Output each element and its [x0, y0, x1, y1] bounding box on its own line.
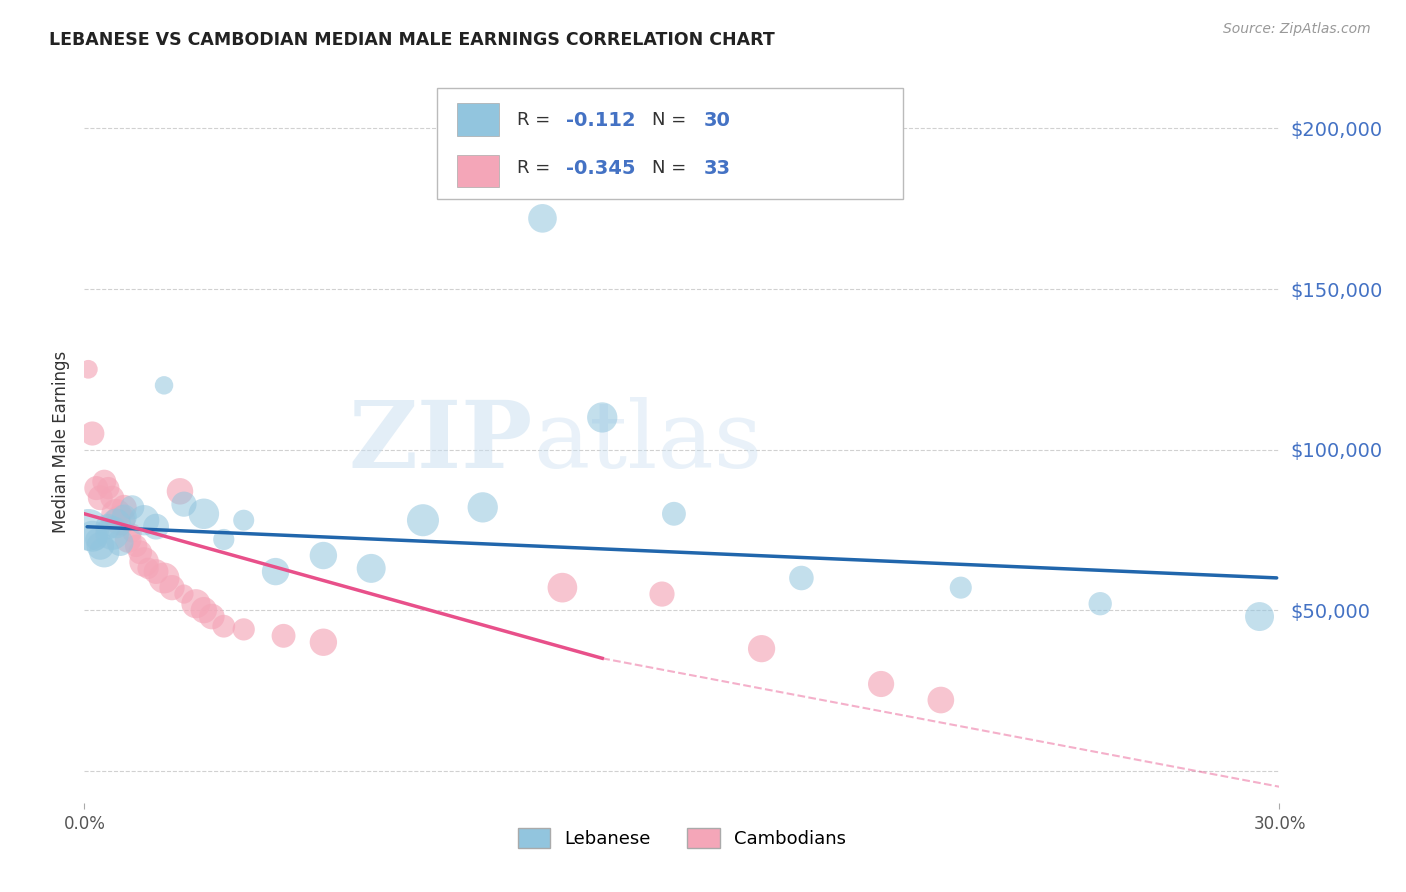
Point [105, 507, 128, 521]
Point [89, 491, 111, 505]
Point [121, 500, 143, 515]
Point [89, 539, 111, 553]
Point [145, 519, 167, 533]
Point [101, 491, 124, 505]
Point [112, 500, 135, 515]
FancyBboxPatch shape [457, 103, 499, 136]
Point [86, 481, 108, 495]
Point [471, 500, 494, 515]
Point [949, 581, 972, 595]
Point [412, 513, 434, 527]
FancyBboxPatch shape [457, 154, 499, 187]
Text: N =: N = [652, 111, 692, 129]
Text: 33: 33 [703, 159, 731, 178]
Point [651, 587, 673, 601]
Point [97, 519, 120, 533]
Y-axis label: Median Male Earnings: Median Male Earnings [52, 351, 70, 533]
Point [145, 565, 167, 579]
Point [1090, 597, 1112, 611]
Point [160, 581, 183, 595]
Point [153, 378, 176, 392]
Point [312, 549, 335, 563]
Point [212, 619, 235, 633]
Point [232, 513, 254, 527]
Point [662, 507, 685, 521]
Point [169, 484, 191, 499]
Point [201, 609, 224, 624]
Text: atlas: atlas [534, 397, 763, 486]
Point [125, 539, 148, 553]
Point [173, 587, 195, 601]
Text: R =: R = [517, 111, 555, 129]
Point [551, 581, 574, 595]
Point [93, 475, 115, 489]
Text: -0.345: -0.345 [567, 159, 636, 178]
Point [117, 533, 139, 547]
Point [232, 623, 254, 637]
Point [1249, 609, 1271, 624]
Point [86, 533, 108, 547]
Point [212, 533, 235, 547]
Point [312, 635, 335, 649]
Text: ZIP: ZIP [349, 397, 533, 486]
Point [870, 677, 893, 691]
Point [273, 629, 295, 643]
Point [790, 571, 813, 585]
Point [929, 693, 952, 707]
Point [264, 565, 287, 579]
Point [110, 535, 132, 549]
Legend: Lebanese, Cambodians: Lebanese, Cambodians [510, 821, 853, 855]
Point [184, 597, 207, 611]
Point [132, 513, 156, 527]
Text: -0.112: -0.112 [567, 111, 636, 129]
Text: N =: N = [652, 160, 692, 178]
Text: LEBANESE VS CAMBODIAN MEDIAN MALE EARNINGS CORRELATION CHART: LEBANESE VS CAMBODIAN MEDIAN MALE EARNIN… [49, 31, 775, 49]
Point [360, 561, 382, 575]
Point [82, 529, 104, 543]
Text: 30: 30 [703, 111, 730, 129]
Point [105, 516, 128, 531]
Point [173, 497, 195, 511]
Point [136, 561, 159, 575]
Point [121, 526, 143, 541]
Point [77, 523, 100, 537]
Text: R =: R = [517, 160, 555, 178]
Point [97, 481, 120, 495]
Point [193, 603, 215, 617]
Point [193, 507, 215, 521]
Point [82, 426, 104, 441]
Point [153, 571, 176, 585]
Point [751, 641, 773, 656]
Point [112, 510, 135, 524]
FancyBboxPatch shape [437, 87, 903, 200]
Point [110, 513, 132, 527]
Text: Source: ZipAtlas.com: Source: ZipAtlas.com [1223, 22, 1371, 37]
Point [132, 555, 156, 569]
Point [77, 362, 100, 376]
Point [93, 545, 115, 559]
Point [101, 526, 124, 541]
Point [591, 410, 613, 425]
Point [531, 211, 554, 226]
Point [129, 545, 152, 559]
